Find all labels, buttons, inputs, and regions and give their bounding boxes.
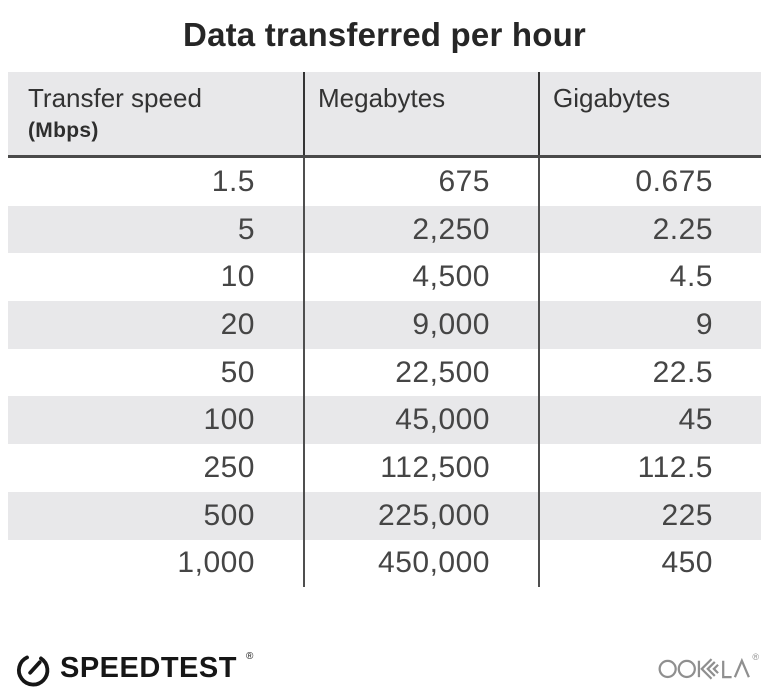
cell-transfer-speed: 100 [203, 403, 255, 437]
cell-gigabytes: 2.25 [538, 205, 761, 254]
data-table: Transfer speed (Mbps) Megabytes Gigabyte… [8, 72, 761, 588]
cell-transfer-speed: 1.5 [211, 164, 255, 198]
cell-megabytes: 45,000 [303, 396, 538, 445]
cell-gigabytes: 9 [538, 301, 761, 349]
cell-megabytes: 112,500 [303, 444, 538, 492]
column-header-gigabytes: Gigabytes [538, 72, 761, 155]
speedtest-wordmark: SPEEDTEST [60, 651, 237, 684]
cell-gigabytes: 45 [538, 396, 761, 445]
cell-gigabytes: 22.5 [538, 348, 761, 397]
cell-transfer-speed: 50 [220, 355, 255, 389]
footer: SPEEDTEST ® ® [14, 646, 759, 690]
table-row: 10 4,500 4.5 [8, 253, 761, 302]
cell-megabytes: 225,000 [303, 491, 538, 540]
cell-megabytes: 450,000 [303, 539, 538, 588]
table-row: 500 225,000 225 [8, 491, 761, 540]
cell-transfer-speed: 5 [237, 212, 255, 246]
speedtest-registered-mark: ® [245, 650, 254, 662]
table-row: 5 2,250 2.25 [8, 205, 761, 254]
table-row: 1,000 450,000 450 [8, 539, 761, 588]
cell-transfer-speed: 500 [203, 498, 255, 532]
column-header-label: Megabytes [318, 83, 446, 113]
cell-megabytes: 2,250 [303, 205, 538, 254]
ookla-wordmark-icon [658, 657, 751, 680]
column-header-unit: (Mbps) [28, 119, 99, 142]
speedtest-gauge-icon [17, 655, 50, 687]
cell-megabytes: 22,500 [303, 348, 538, 397]
cell-transfer-speed: 20 [220, 307, 255, 341]
cell-gigabytes: 4.5 [538, 253, 761, 302]
cell-megabytes: 9,000 [303, 301, 538, 349]
table-body: 1.5 675 0.675 5 2,250 2.25 10 4,500 4.5 [8, 158, 761, 588]
cell-gigabytes: 112.5 [538, 444, 761, 492]
table-header-row: Transfer speed (Mbps) Megabytes Gigabyte… [8, 72, 761, 158]
ookla-logo: ® [658, 652, 759, 682]
cell-megabytes: 675 [303, 158, 538, 206]
column-header-label: Transfer speed [28, 83, 202, 113]
cell-gigabytes: 0.675 [538, 158, 761, 206]
table-row: 250 112,500 112.5 [8, 444, 761, 492]
cell-transfer-speed: 250 [203, 450, 255, 484]
table-row: 20 9,000 9 [8, 301, 761, 349]
column-header-megabytes: Megabytes [303, 72, 538, 155]
table-row: 1.5 675 0.675 [8, 158, 761, 206]
cell-transfer-speed: 10 [220, 260, 255, 294]
column-header-label: Gigabytes [553, 83, 671, 113]
table-row: 100 45,000 45 [8, 396, 761, 445]
ookla-registered-mark: ® [752, 652, 759, 662]
speedtest-logo: SPEEDTEST ® [14, 648, 254, 688]
table-row: 50 22,500 22.5 [8, 348, 761, 397]
page-title: Data transferred per hour [183, 16, 586, 53]
column-header-transfer-speed: Transfer speed (Mbps) [8, 72, 303, 155]
cell-megabytes: 4,500 [303, 253, 538, 302]
cell-transfer-speed: 1,000 [177, 546, 255, 580]
cell-gigabytes: 450 [538, 539, 761, 588]
cell-gigabytes: 225 [538, 491, 761, 540]
